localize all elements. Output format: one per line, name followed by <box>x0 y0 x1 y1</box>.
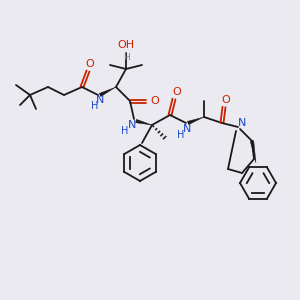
Polygon shape <box>188 117 204 124</box>
Text: O: O <box>85 59 94 69</box>
Polygon shape <box>136 119 152 125</box>
Text: H: H <box>124 52 130 62</box>
Text: H: H <box>121 126 129 136</box>
Text: N: N <box>183 124 191 134</box>
Text: N: N <box>128 120 136 130</box>
Text: H: H <box>91 101 99 111</box>
Text: O: O <box>222 95 230 105</box>
Text: O: O <box>151 96 159 106</box>
Polygon shape <box>99 87 116 97</box>
Text: H: H <box>177 130 185 140</box>
Polygon shape <box>250 141 256 163</box>
Text: N: N <box>96 95 104 105</box>
Text: O: O <box>172 87 182 97</box>
Text: N: N <box>238 118 246 128</box>
Text: OH: OH <box>117 40 135 50</box>
